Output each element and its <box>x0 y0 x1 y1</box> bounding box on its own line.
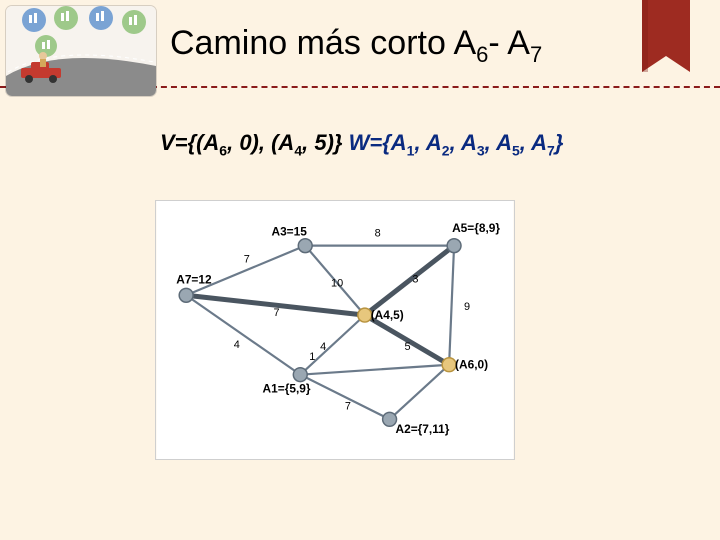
graph-node <box>179 288 193 302</box>
w-sub3: 3 <box>477 142 485 158</box>
w-sub5: 7 <box>547 142 555 158</box>
node-label: A7=12 <box>176 272 212 286</box>
v-sub1: 6 <box>219 142 227 158</box>
v-set: V={(A6, 0), (A4, 5)} <box>160 130 349 155</box>
graph-node <box>358 308 372 322</box>
title-text-1: Camino más corto A <box>170 24 476 62</box>
edge-weight: 7 <box>273 307 279 319</box>
w-prefix: W={A <box>349 130 407 155</box>
title-sub-1: 6 <box>476 42 488 67</box>
node-label: A3=15 <box>271 225 307 239</box>
sets-line: V={(A6, 0), (A4, 5)} W={A1, A2, A3, A5, … <box>160 130 563 158</box>
v-mid2: , 5)} <box>302 130 342 155</box>
v-prefix: V={(A <box>160 130 219 155</box>
edge-weight: 10 <box>331 277 343 289</box>
edge-weight: 5 <box>404 341 410 353</box>
w-c3: , A <box>485 130 512 155</box>
edge-weight: 1 <box>309 351 315 363</box>
graph-node <box>298 239 312 253</box>
edge-weight: 7 <box>345 400 351 412</box>
w-c2: , A <box>450 130 477 155</box>
bookmark-ribbon-icon <box>642 0 690 90</box>
graph-node <box>442 358 456 372</box>
edge-weight: 8 <box>375 228 381 240</box>
thumbnail-illustration <box>6 6 156 96</box>
w-end: } <box>555 130 564 155</box>
node-label: A1={5,9} <box>263 382 311 396</box>
w-set: W={A1, A2, A3, A5, A7} <box>349 130 564 155</box>
edge-weight: 4 <box>234 339 240 351</box>
graph-node <box>447 239 461 253</box>
edge-weight: 3 <box>412 273 418 285</box>
w-sub2: 2 <box>442 142 450 158</box>
title-text-2: - A <box>488 24 530 62</box>
slide-title: Camino más corto A6- A7 <box>170 24 542 68</box>
edge-weight: 7 <box>244 254 250 266</box>
node-label: (A4,5) <box>371 308 404 322</box>
w-c1: , A <box>414 130 441 155</box>
graph-node <box>383 412 397 426</box>
graph-node <box>293 368 307 382</box>
node-label: A2={7,11} <box>396 422 450 436</box>
v-mid1: , 0), (A <box>227 130 294 155</box>
title-sub-2: 7 <box>530 42 542 67</box>
node-label: A5={8,9} <box>452 221 500 235</box>
node-label: (A6,0) <box>455 358 488 372</box>
graph-diagram: 7 8 10 3 9 5 4 4 7 7 1 A7=12 A3=15 A5={8,9} (A4,5) A1={… <box>155 200 515 460</box>
edge-weight: 9 <box>464 301 470 313</box>
edge-weight: 4 <box>320 341 326 353</box>
w-sub4: 5 <box>512 142 520 158</box>
w-c4: , A <box>520 130 547 155</box>
v-sub2: 4 <box>294 142 302 158</box>
